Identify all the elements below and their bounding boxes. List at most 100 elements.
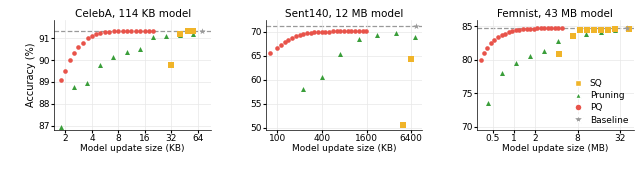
Point [113,30,124,32]
Point [557,27,567,30]
Point [135,30,145,32]
Point [624,28,634,31]
Point [305,31,316,34]
Point [350,30,360,32]
Point [69,52,79,55]
Point [412,25,422,28]
Point [73,45,83,48]
Point [553,40,563,42]
Point [56,78,66,81]
Point [511,62,521,64]
Point [536,27,546,30]
Point [479,52,490,54]
Point [539,27,549,30]
Point [522,28,532,30]
Point [294,33,305,36]
Point [298,33,308,35]
Point [131,30,141,32]
Point [317,31,327,33]
Point [65,59,75,61]
Point [482,46,492,49]
Point [175,32,185,35]
X-axis label: Model update size (KB): Model update size (KB) [292,145,396,153]
Point [276,44,286,46]
Point [511,29,521,32]
Point [265,52,275,55]
Point [335,53,346,56]
Point [603,28,613,31]
Point [342,30,353,32]
Point [339,30,349,32]
Title: Femnist, 43 MB model: Femnist, 43 MB model [497,9,613,19]
Point [610,28,620,31]
Point [328,30,338,33]
Y-axis label: Accuracy (%): Accuracy (%) [26,43,36,107]
Point [497,33,507,36]
Point [335,30,346,33]
Point [188,29,198,32]
Point [87,35,97,37]
Point [595,30,605,33]
Point [83,37,93,40]
Point [483,102,493,105]
Point [515,28,525,31]
Point [596,28,606,31]
Point [197,29,207,32]
Point [476,58,486,61]
Point [118,29,128,32]
Point [508,30,518,33]
Point [525,27,535,30]
Point [500,32,510,35]
Point [406,57,416,60]
Point [546,27,556,30]
Point [122,51,132,54]
Point [175,33,185,36]
Point [60,70,70,72]
Point [69,86,79,89]
Point [391,31,401,34]
Point [313,31,323,34]
Point [621,27,632,30]
Point [358,30,368,32]
Legend: SQ, Pruning, PQ, Baseline: SQ, Pruning, PQ, Baseline [568,78,629,125]
Point [398,124,408,127]
X-axis label: Model update size (MB): Model update size (MB) [502,145,609,153]
Point [92,32,102,35]
Point [589,28,599,31]
Point [280,41,290,44]
Point [298,88,308,91]
Point [497,72,508,75]
Point [529,27,539,30]
Point [108,55,118,58]
Point [317,76,327,78]
Title: CelebA, 114 KB model: CelebA, 114 KB model [74,9,191,19]
Point [567,35,577,38]
Point [126,30,136,32]
Point [553,27,563,30]
Point [166,64,177,67]
X-axis label: Model update size (KB): Model update size (KB) [81,145,185,153]
Point [543,27,553,30]
Point [410,36,420,39]
Point [82,82,92,84]
Point [109,30,119,33]
Point [493,36,504,38]
Point [140,30,150,33]
Point [518,28,528,31]
Point [309,31,319,34]
Point [610,28,620,31]
Point [321,30,331,33]
Point [346,30,356,32]
Point [148,36,159,38]
Point [56,125,66,128]
Point [302,32,312,35]
Point [354,30,364,32]
Point [95,31,106,34]
Point [525,55,535,58]
Point [554,53,564,56]
Point [283,38,293,41]
Point [287,36,297,39]
Point [148,30,159,33]
Point [134,48,145,51]
Point [354,37,364,40]
